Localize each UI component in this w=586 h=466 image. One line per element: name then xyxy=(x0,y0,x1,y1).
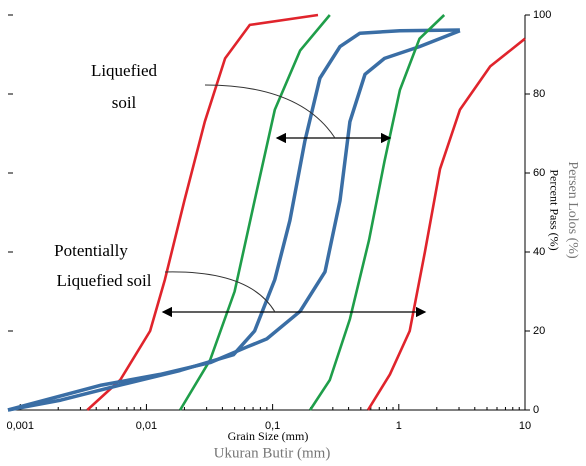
annotation: Liquefied soil xyxy=(57,271,152,290)
x-tick-label: 0,001 xyxy=(6,420,34,432)
x-tick-label: 0,1 xyxy=(265,420,280,432)
y-axis-title-alt: Persen Lolos (%) xyxy=(565,161,580,259)
x-axis-title-alt: Ukuran Butir (mm) xyxy=(214,445,331,461)
y-tick-label: 0 xyxy=(533,404,539,416)
annotation: Liquefied xyxy=(91,61,158,80)
leader-line xyxy=(204,84,336,139)
annotation: soil xyxy=(112,93,137,112)
annotation: Potentially xyxy=(54,241,128,260)
grading-curve xyxy=(7,29,461,412)
y-axis-title: Percent Pass (%) xyxy=(547,169,561,250)
y-tick-label: 80 xyxy=(533,88,545,100)
grading-curve xyxy=(86,13,319,411)
grading-curve xyxy=(178,14,331,411)
grading-curve xyxy=(366,37,526,411)
y-tick-label: 60 xyxy=(533,167,545,179)
y-tick-label: 100 xyxy=(533,9,551,21)
y-tick-label: 40 xyxy=(533,246,545,258)
x-tick-label: 10 xyxy=(519,420,531,432)
leader-line xyxy=(164,271,276,313)
x-axis-title: Grain Size (mm) xyxy=(228,429,309,443)
grading-curve xyxy=(309,14,446,411)
x-tick-label: 0,01 xyxy=(136,420,157,432)
y-tick-label: 20 xyxy=(533,325,545,337)
grading-curve xyxy=(7,28,460,412)
x-tick-label: 1 xyxy=(396,420,402,432)
plot-area: 0,001 0,01 0,1 1 100 20 40 60 80 100 xyxy=(6,9,551,432)
